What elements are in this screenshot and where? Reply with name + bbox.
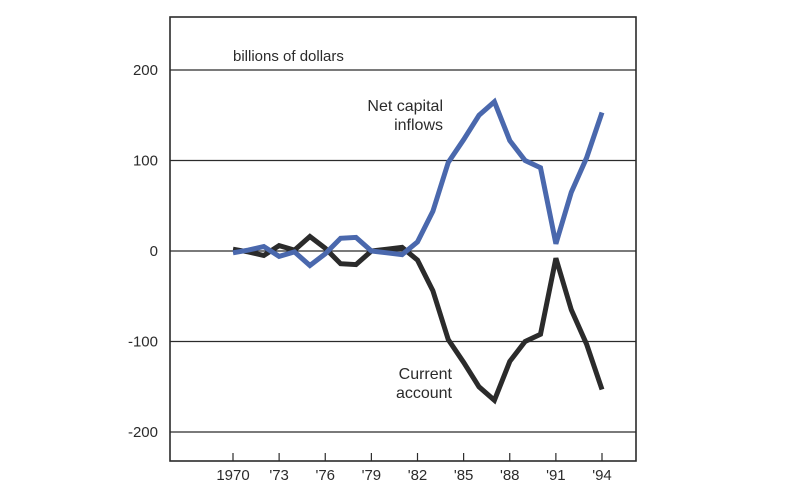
x-tick-label: '88: [500, 467, 520, 484]
y-tick-label: -100: [128, 334, 158, 351]
x-tick-label: '94: [592, 467, 612, 484]
x-tick-label: '76: [315, 467, 335, 484]
x-tick-label: '91: [546, 467, 566, 484]
y-tick-label: 100: [133, 153, 158, 170]
plot-frame: [169, 16, 637, 462]
x-tick-label: '82: [408, 467, 428, 484]
y-axis-ticks: 200 100 0 -100 -200: [128, 62, 158, 441]
net-capital-inflows-line: [232, 97, 605, 269]
x-tick-label: 1970: [216, 467, 249, 484]
y-tick-label: 200: [133, 62, 158, 79]
x-tick-label: '73: [269, 467, 289, 484]
net-capital-inflows-label: Net capital inflows: [367, 98, 443, 134]
series-annotations: Net capital inflows Current account: [367, 98, 452, 402]
current-account-label: Current account: [396, 366, 453, 402]
y-tick-label: -200: [128, 424, 158, 441]
x-tick-label: '85: [454, 467, 474, 484]
x-tick-label: '79: [362, 467, 382, 484]
y-tick-label: 0: [150, 243, 158, 260]
y-axis-unit-label: billions of dollars: [233, 48, 344, 65]
series-lines: [232, 97, 605, 405]
x-axis-ticks: 1970 '73 '76 '79 '82 '85 '88 '91 '94: [216, 453, 612, 484]
